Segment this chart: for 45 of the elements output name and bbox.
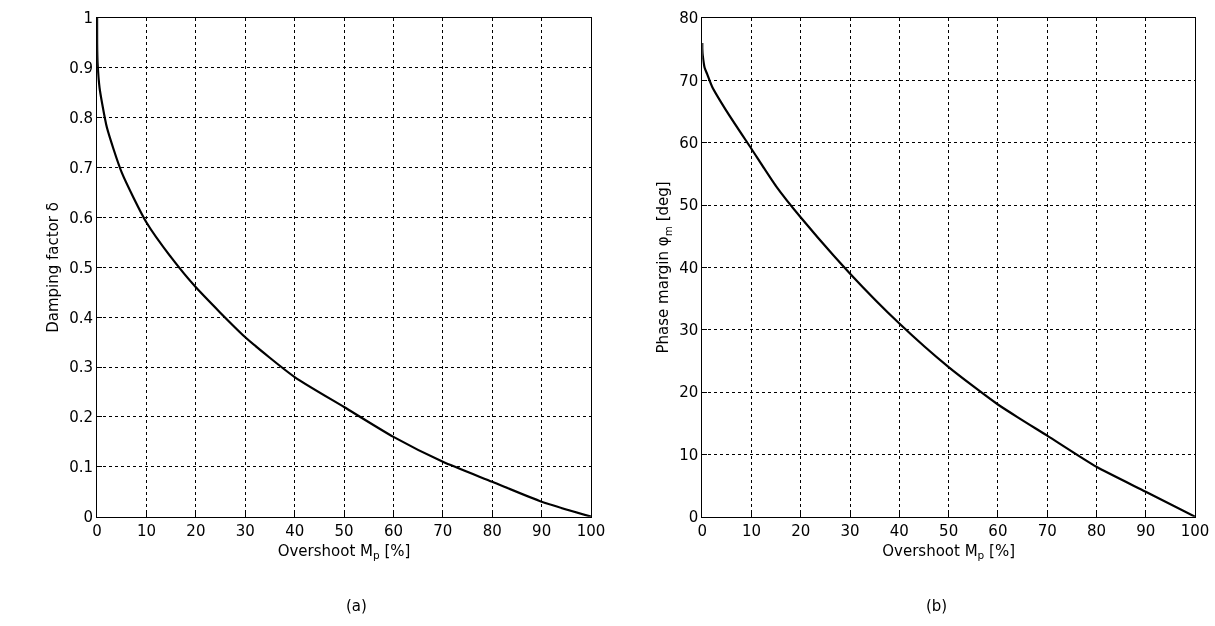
x-tick-label: 90	[1136, 521, 1156, 540]
x-tick-label: 10	[742, 521, 762, 540]
y-tick-label: 30	[679, 320, 699, 339]
x-tick-label: 50	[334, 521, 354, 540]
y-tick-label: 40	[679, 258, 699, 277]
y-tick-label: 0.5	[69, 258, 94, 277]
x-tick-label: 10	[136, 521, 157, 540]
y-tick-label: 80	[679, 9, 699, 28]
x-tick-label: 60	[383, 521, 404, 540]
y-tick-label: 60	[679, 134, 699, 153]
x-tick-label: 40	[285, 521, 305, 540]
x-tick-label: 100	[576, 521, 606, 540]
y-tick-label: 0	[83, 507, 94, 526]
x-tick-label: 70	[433, 521, 453, 540]
y-tick-label: 0.3	[69, 358, 94, 377]
y-axis-title: Damping factor δ	[44, 202, 63, 333]
y-tick-label: 1	[83, 9, 94, 28]
y-tick-label: 70	[679, 71, 699, 90]
x-tick-label: 20	[186, 521, 206, 540]
y-tick-label: 0.1	[69, 458, 94, 477]
x-tick-label: 20	[791, 521, 811, 540]
x-tick-label: 50	[939, 521, 959, 540]
y-tick-label: 0.6	[69, 208, 94, 227]
x-tick-label: 90	[532, 521, 552, 540]
x-axis-title: Overshoot M$_{p}$ [%]	[277, 541, 411, 561]
x-tick-label: 80	[1086, 521, 1107, 540]
x-tick-label: 30	[840, 521, 860, 540]
y-tick-label: 0.7	[69, 158, 94, 177]
y-tick-label: 0.8	[69, 109, 94, 128]
x-axis-title: Overshoot M$_{p}$ [%]	[882, 541, 1016, 561]
text: (b)	[926, 597, 948, 615]
y-tick-label: 0.4	[69, 308, 94, 327]
x-tick-label: 80	[482, 521, 502, 540]
x-tick-label: 100	[1180, 521, 1210, 540]
x-tick-label: 40	[889, 521, 909, 540]
x-tick-label: 70	[1037, 521, 1057, 540]
y-tick-label: 50	[679, 196, 699, 215]
y-tick-label: 0	[688, 507, 699, 526]
y-tick-label: 20	[679, 383, 699, 402]
y-tick-label: 0.2	[69, 408, 94, 427]
x-tick-label: 60	[988, 521, 1008, 540]
y-tick-label: 0.9	[69, 59, 94, 78]
text: (a)	[346, 597, 367, 615]
y-tick-label: 10	[679, 445, 699, 464]
x-tick-label: 30	[235, 521, 255, 540]
